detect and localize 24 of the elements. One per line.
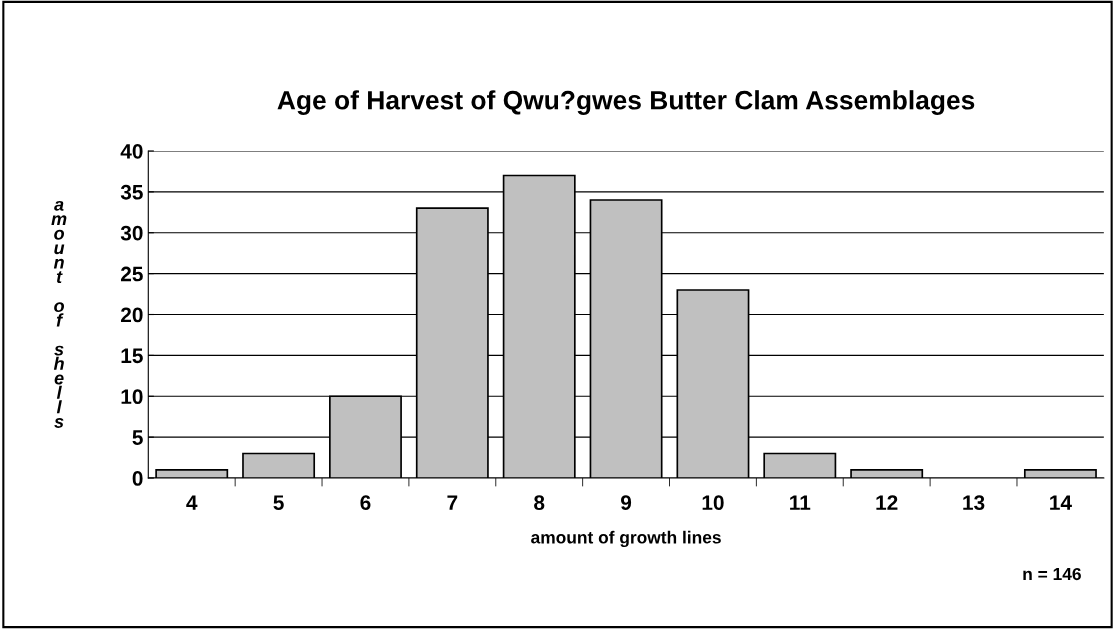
x-tick-label: 11 [790,495,811,510]
text: n = 146 [1023,567,1081,581]
y-tick-label: 10 [121,389,143,405]
y-tick-label: 15 [121,348,143,364]
y-tick-label: 40 [120,143,143,159]
y-tick-label: 5 [132,430,143,445]
x-tick-label: 5 [273,495,284,511]
y-tick-label: 25 [120,266,143,282]
x-tick-label: 7 [447,495,458,510]
y-tick-label: 30 [120,225,143,241]
x-tick-label: 9 [621,495,632,511]
x-tick-label: 12 [876,495,898,510]
chart-title: Age of Harvest of Qwu?gwes Butter Clam Assemblages [277,90,975,115]
y-tick-label: 20 [120,307,143,323]
x-tick-label: 14 [1050,495,1072,510]
y-tick-label: 35 [120,184,143,200]
x-tick-label: 8 [534,495,545,511]
x-tick-label: 13 [963,495,985,511]
x-tick-label: 10 [702,495,724,511]
x-tick-label: 6 [360,495,371,511]
text: amount of shells [51,200,67,428]
x-tick-label: 4 [186,495,198,510]
x-axis-title: amount of growth lines [531,530,721,548]
y-tick-label: 0 [132,471,143,486]
